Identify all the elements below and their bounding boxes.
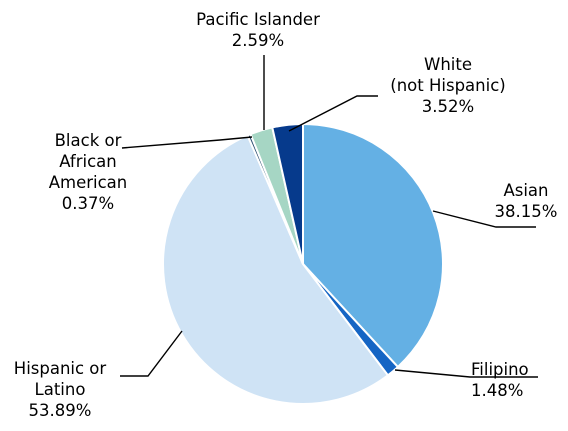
pie-slice-hispanic-or-latino — [162, 134, 390, 405]
slice-name-hispanic-or-latino: Latino — [35, 380, 86, 399]
leader-line-black-or-african-american — [121, 136, 253, 149]
slice-name-black-or-african-american: Black or — [55, 131, 122, 150]
slice-name-asian: Asian — [503, 181, 548, 200]
pie-slice-asian — [302, 122, 444, 369]
leader-line-white-not-hispanic — [288, 95, 378, 132]
slice-value-black-or-african-american: 0.37% — [62, 194, 114, 213]
slice-label-hispanic-or-latino: Hispanic or Latino 53.89% — [14, 359, 107, 420]
leader-line-hispanic-or-latino — [120, 330, 183, 377]
slice-label-filipino: Filipino 1.48% — [471, 360, 529, 400]
slice-value-asian: 38.15% — [495, 202, 558, 221]
slice-name-filipino: Filipino — [471, 360, 529, 379]
slice-label-white-not-hispanic: White (not Hispanic) 3.52% — [390, 55, 505, 116]
slice-name-black-or-african-american: American — [49, 173, 128, 192]
slice-value-filipino: 1.48% — [471, 381, 523, 400]
slice-value-pacific-islander: 2.59% — [232, 31, 284, 50]
leader-line-filipino — [394, 369, 538, 378]
slice-name-white-not-hispanic: (not Hispanic) — [390, 76, 505, 95]
slice-name-hispanic-or-latino: Hispanic or — [14, 359, 107, 378]
slice-label-black-or-african-american: Black or African American 0.37% — [49, 131, 128, 213]
slice-labels: Asian 38.15% Filipino 1.48% Hispanic or Latin… — [14, 10, 558, 420]
slice-value-hispanic-or-latino: 53.89% — [29, 401, 92, 420]
slice-label-asian: Asian 38.15% — [495, 181, 558, 221]
leader-line-asian — [432, 210, 536, 228]
leader-lines — [120, 55, 538, 378]
slice-value-white-not-hispanic: 3.52% — [422, 97, 474, 116]
slice-name-pacific-islander: Pacific Islander — [196, 10, 320, 29]
slice-name-white-not-hispanic: White — [424, 55, 472, 74]
pie-slices — [162, 122, 444, 405]
slice-label-pacific-islander: Pacific Islander 2.59% — [196, 10, 320, 50]
slice-name-black-or-african-american: African — [59, 152, 117, 171]
